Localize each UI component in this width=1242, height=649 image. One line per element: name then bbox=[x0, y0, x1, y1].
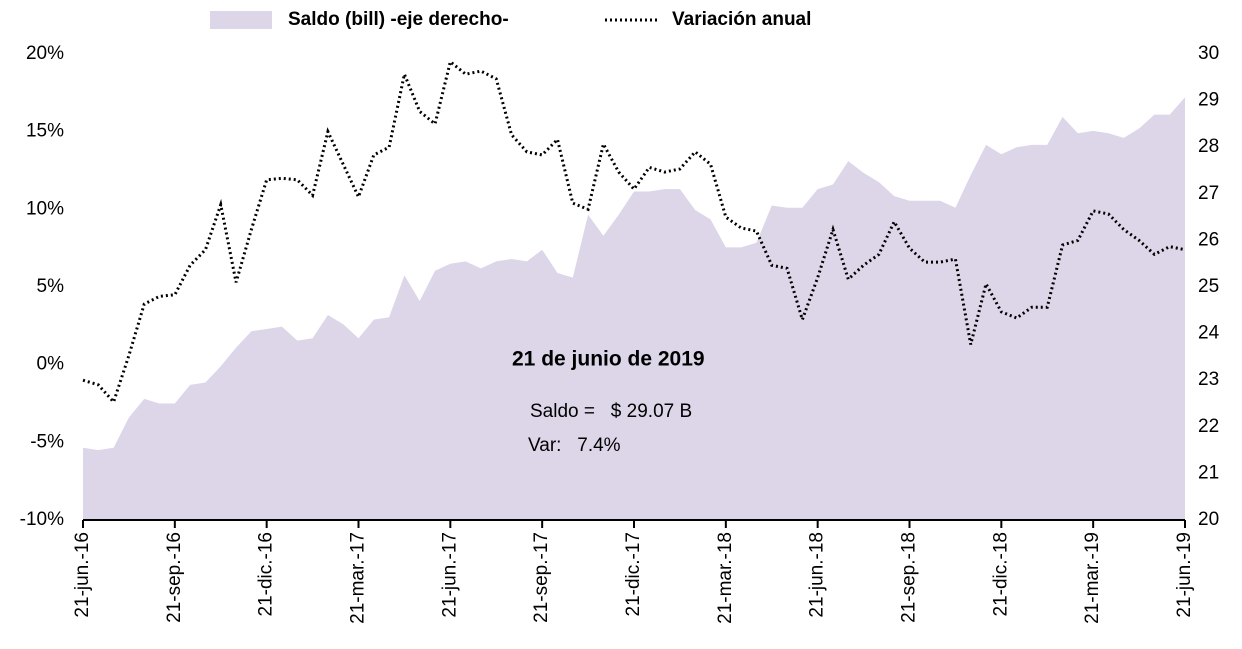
x-tick-label: 21-jun.-17 bbox=[439, 532, 460, 618]
x-tick-label: 21-jun.-18 bbox=[807, 532, 828, 618]
y-tick-label: -10% bbox=[20, 509, 64, 530]
x-tick-label: 21-mar.-17 bbox=[348, 532, 369, 624]
y2-tick-label: 26 bbox=[1198, 229, 1219, 250]
y2-tick-label: 23 bbox=[1198, 369, 1219, 390]
annotation-title: 21 de junio de 2019 bbox=[512, 348, 705, 371]
legend-label: Saldo (bill) -eje derecho- bbox=[288, 9, 509, 30]
x-tick-label: 21-sep.-17 bbox=[531, 532, 552, 623]
y2-tick-label: 20 bbox=[1198, 509, 1219, 530]
legend-label: Variación anual bbox=[672, 9, 811, 30]
y-tick-label: -5% bbox=[30, 431, 64, 452]
y2-tick-label: 29 bbox=[1198, 90, 1219, 111]
y2-tick-label: 28 bbox=[1198, 136, 1219, 157]
x-tick-label: 21-dic.-17 bbox=[623, 532, 644, 617]
y-tick-label: 20% bbox=[26, 43, 64, 64]
y-tick-label: 5% bbox=[37, 276, 65, 297]
x-tick-label: 21-sep.-18 bbox=[899, 532, 920, 623]
annotation: Var: 7.4% bbox=[528, 435, 621, 456]
y2-tick-label: 21 bbox=[1198, 462, 1219, 483]
x-tick-label: 21-mar.-19 bbox=[1082, 532, 1103, 624]
x-tick-label: 21-dic.-18 bbox=[990, 532, 1011, 617]
line bbox=[82, 59, 1186, 405]
annotation: Saldo = $ 29.07 B bbox=[530, 401, 692, 422]
y-tick-label: 0% bbox=[37, 354, 65, 375]
x-tick-label: 21-jun.-19 bbox=[1174, 532, 1195, 618]
x-tick-label: 21-sep.-16 bbox=[164, 532, 185, 623]
y2-tick-label: 22 bbox=[1198, 416, 1219, 437]
legend-swatch-area bbox=[210, 11, 272, 29]
y2-tick-label: 30 bbox=[1198, 43, 1219, 64]
x-tick-label: 21-jun.-16 bbox=[72, 532, 93, 618]
y2-tick-label: 24 bbox=[1198, 323, 1220, 344]
y2-tick-label: 25 bbox=[1198, 276, 1219, 297]
x-tick-label: 21-mar.-18 bbox=[715, 532, 736, 624]
y2-tick-label: 27 bbox=[1198, 183, 1219, 204]
y-tick-label: 15% bbox=[26, 121, 64, 142]
y-tick-label: 10% bbox=[26, 198, 64, 219]
area bbox=[83, 97, 1185, 520]
x-tick-label: 21-dic.-16 bbox=[256, 532, 277, 617]
